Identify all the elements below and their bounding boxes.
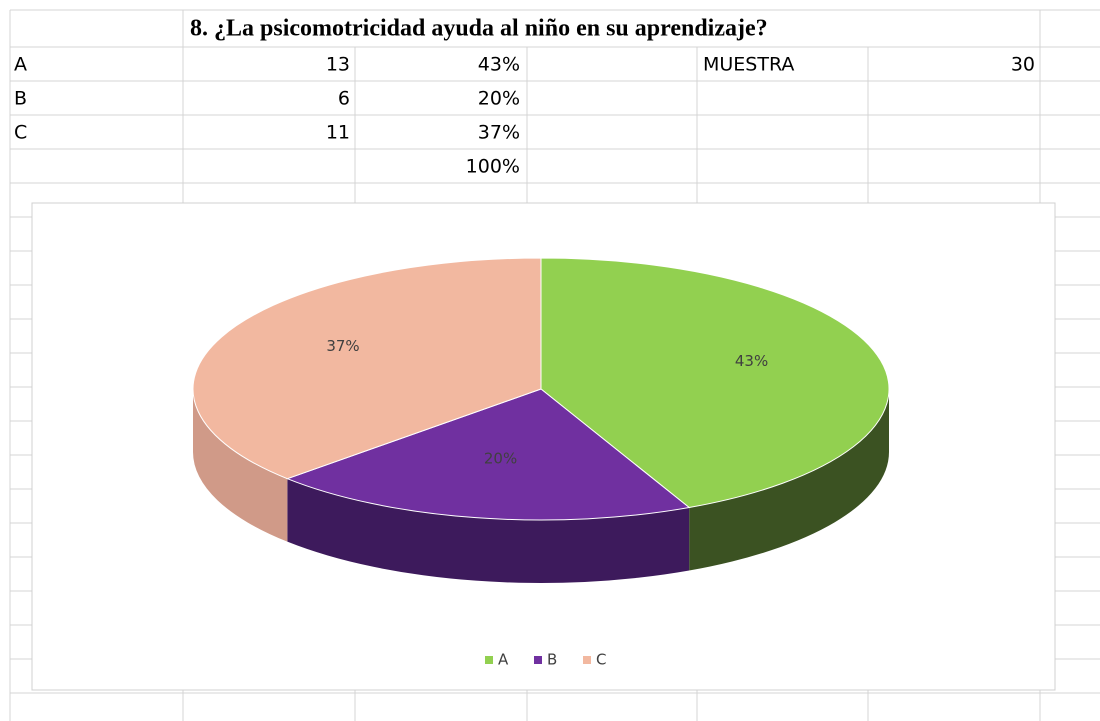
pie-slice (285, 388, 691, 521)
data-label: 37% (326, 337, 359, 355)
sheet-title: 8. ¿La psicomotricidad ayuda al niño en … (190, 16, 768, 42)
slice-side (689, 389, 889, 571)
legend-label: C (596, 651, 606, 669)
cell-text: 20% (478, 88, 520, 110)
legend-label: A (498, 651, 509, 669)
cell-text: A (14, 54, 27, 76)
data-label: 20% (484, 449, 517, 467)
pie-slice (540, 257, 890, 509)
cell-text: 43% (478, 54, 520, 76)
cell-text: 100% (466, 156, 520, 178)
cell-text: B (14, 88, 27, 110)
cell-text: C (14, 122, 27, 144)
cell-text: 11 (326, 122, 350, 144)
cell-text: MUESTRA (703, 54, 794, 76)
cell-text: 30 (1011, 54, 1035, 76)
pie-slice (192, 257, 542, 480)
cell-text: 13 (326, 54, 350, 76)
cell-text: 6 (338, 88, 350, 110)
legend-swatch (583, 656, 591, 664)
slice-side (287, 478, 690, 583)
slice-side (193, 389, 288, 542)
legend-swatch (534, 656, 542, 664)
cell-text: 37% (478, 122, 520, 144)
data-label: 43% (735, 352, 768, 370)
legend-swatch (485, 656, 493, 664)
legend-label: B (547, 651, 557, 669)
